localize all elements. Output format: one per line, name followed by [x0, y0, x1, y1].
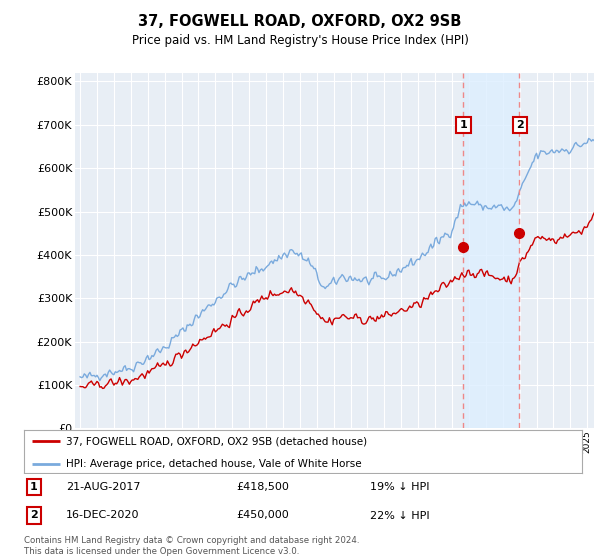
Text: 1: 1 — [460, 120, 467, 130]
Text: 2: 2 — [516, 120, 524, 130]
Text: 22% ↓ HPI: 22% ↓ HPI — [370, 511, 430, 520]
Text: £418,500: £418,500 — [236, 482, 289, 492]
Text: Contains HM Land Registry data © Crown copyright and database right 2024.
This d: Contains HM Land Registry data © Crown c… — [24, 536, 359, 556]
Text: 21-AUG-2017: 21-AUG-2017 — [66, 482, 140, 492]
Text: 16-DEC-2020: 16-DEC-2020 — [66, 511, 139, 520]
Text: 2: 2 — [30, 511, 38, 520]
Text: 37, FOGWELL ROAD, OXFORD, OX2 9SB: 37, FOGWELL ROAD, OXFORD, OX2 9SB — [139, 14, 461, 29]
Text: 1: 1 — [30, 482, 38, 492]
Text: HPI: Average price, detached house, Vale of White Horse: HPI: Average price, detached house, Vale… — [66, 459, 361, 469]
Text: £450,000: £450,000 — [236, 511, 289, 520]
Text: 37, FOGWELL ROAD, OXFORD, OX2 9SB (detached house): 37, FOGWELL ROAD, OXFORD, OX2 9SB (detac… — [66, 436, 367, 446]
Bar — [463, 73, 519, 428]
Text: Price paid vs. HM Land Registry's House Price Index (HPI): Price paid vs. HM Land Registry's House … — [131, 34, 469, 46]
Text: 19% ↓ HPI: 19% ↓ HPI — [370, 482, 430, 492]
